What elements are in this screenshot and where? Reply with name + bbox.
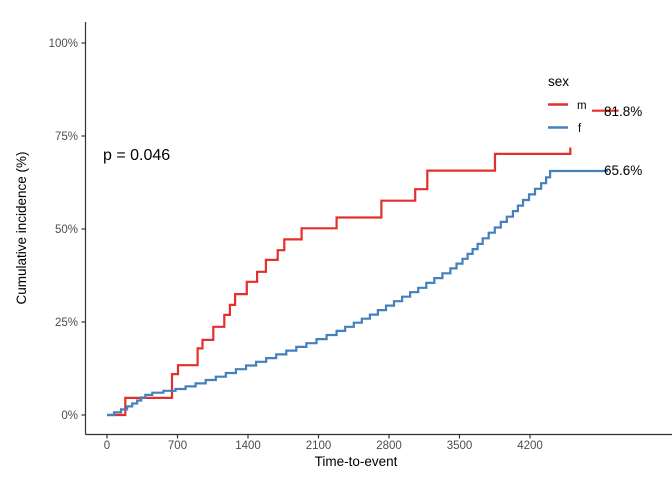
x-tick-label: 700 bbox=[168, 440, 187, 452]
legend-label-f: f bbox=[578, 123, 582, 135]
y-tick-label: 50% bbox=[55, 224, 78, 236]
y-tick-label: 75% bbox=[55, 131, 78, 143]
x-tick-label: 2100 bbox=[306, 440, 332, 452]
axis-ticks-layer: 0 700 1400 2100 2800 3500 4200 0% 25% 50% 75% 100% bbox=[49, 38, 543, 452]
y-tick-label: 0% bbox=[61, 410, 78, 422]
curves-layer bbox=[107, 109, 619, 417]
p-value-annotation: p = 0.046 bbox=[103, 147, 170, 164]
legend-label-m: m bbox=[577, 100, 587, 112]
end-label-f: 65.6% bbox=[604, 163, 642, 178]
end-label-m: 81.8% bbox=[604, 104, 642, 119]
x-tick-label: 3500 bbox=[447, 440, 473, 452]
x-tick-label: 4200 bbox=[517, 440, 543, 452]
y-tick-label: 100% bbox=[49, 38, 78, 50]
x-axis-title: Time-to-event bbox=[315, 454, 398, 469]
legend: sex m f bbox=[548, 74, 587, 135]
x-tick-label: 1400 bbox=[235, 440, 261, 452]
x-tick-label: 2800 bbox=[376, 440, 402, 452]
y-tick-label: 25% bbox=[55, 317, 78, 329]
y-axis-title: Cumulative incidence (%) bbox=[14, 151, 29, 304]
legend-title: sex bbox=[548, 74, 569, 89]
x-tick-label: 0 bbox=[104, 440, 110, 452]
curve-m bbox=[107, 147, 572, 417]
curve-f bbox=[107, 169, 609, 417]
